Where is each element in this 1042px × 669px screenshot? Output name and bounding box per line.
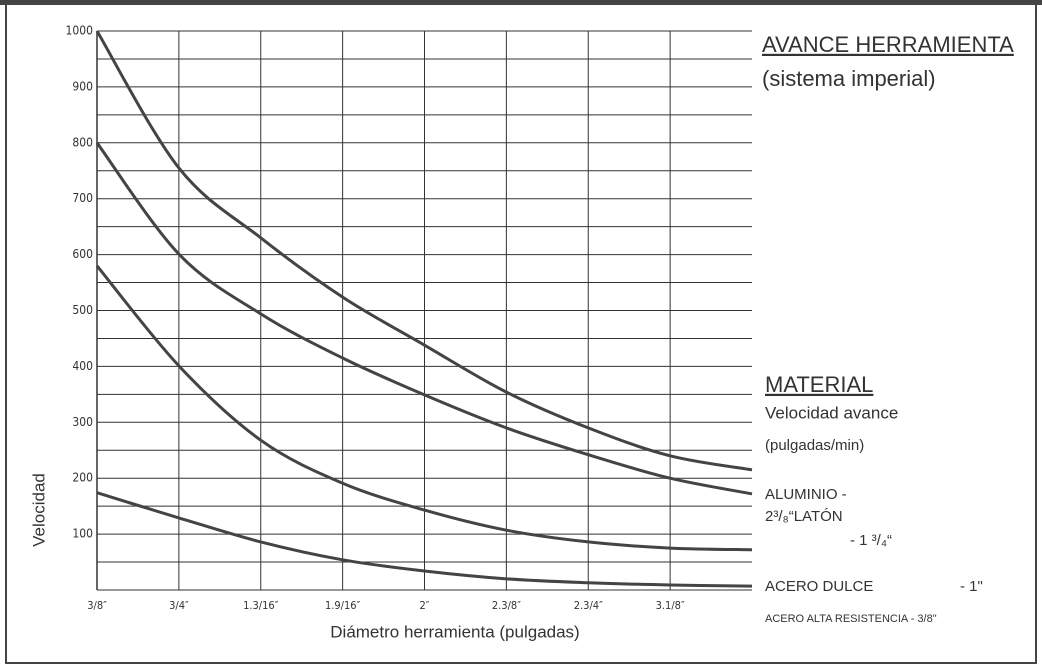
x-tick-label: 2″ xyxy=(420,599,430,612)
material-line: ACERO DULCE xyxy=(765,578,873,595)
panel-title: AVANCE HERRAMIENTA xyxy=(762,32,1014,57)
series-line xyxy=(95,141,753,496)
y-tick-label: 200 xyxy=(72,471,93,485)
y-tick-label: 100 xyxy=(72,527,93,541)
panel-subtitle: (sistema imperial) xyxy=(762,66,936,91)
series-line xyxy=(95,30,753,472)
material-heading: MATERIAL xyxy=(765,372,873,397)
x-tick-label: 3.1/8″ xyxy=(656,599,685,612)
y-tick-label: 800 xyxy=(72,135,93,149)
y-tick-label: 1000 xyxy=(66,24,94,38)
x-tick-label: 2.3/4″ xyxy=(574,599,603,612)
x-axis-title: Diámetro herramienta (pulgadas) xyxy=(330,622,579,641)
top-bar xyxy=(0,0,1042,5)
y-tick-label: 300 xyxy=(72,415,93,429)
y-tick-label: 700 xyxy=(72,191,93,205)
x-tick-label: 1.9/16″ xyxy=(325,599,361,612)
y-axis-title: Velocidad xyxy=(29,473,48,547)
x-tick-label: 3/8″ xyxy=(87,599,107,612)
y-tick-label: 500 xyxy=(72,303,93,317)
material-line: ACERO ALTA RESISTENCIA - 3/8" xyxy=(765,613,937,625)
y-tick-label: 400 xyxy=(72,359,93,373)
y-tick-label: 900 xyxy=(72,79,93,93)
x-tick-label: 2.3/8″ xyxy=(492,599,521,612)
x-tick-label: 1.3/16″ xyxy=(243,599,279,612)
material-line: - 1" xyxy=(960,578,983,595)
series-line xyxy=(96,491,753,588)
material-units: (pulgadas/min) xyxy=(765,437,864,454)
x-tick-label: 3/4″ xyxy=(169,599,189,612)
y-tick-label: 600 xyxy=(72,247,93,261)
frame xyxy=(5,2,1037,664)
material-line: ALUMINIO - xyxy=(765,486,847,503)
material-line: - 1 ³/₄“ xyxy=(850,532,892,549)
material-line: 2³/₈“LATÓN xyxy=(765,508,843,525)
material-sub: Velocidad avance xyxy=(765,403,898,422)
series-line xyxy=(95,264,753,552)
